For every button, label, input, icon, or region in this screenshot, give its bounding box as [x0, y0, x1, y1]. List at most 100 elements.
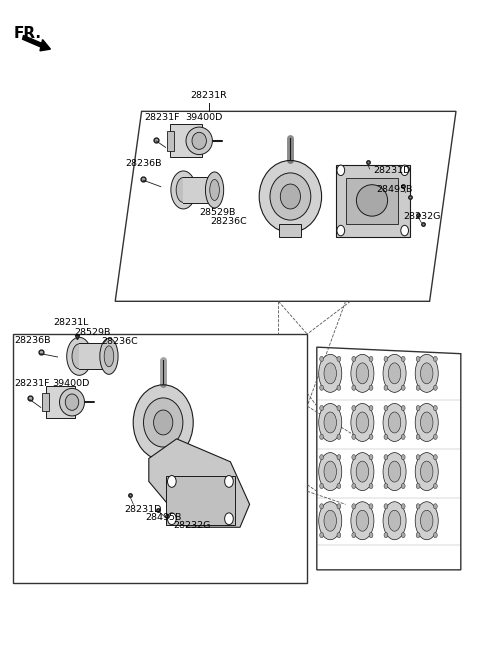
Circle shape — [337, 165, 345, 176]
Circle shape — [320, 483, 324, 489]
Circle shape — [401, 504, 405, 509]
Ellipse shape — [415, 403, 438, 441]
Circle shape — [352, 385, 356, 390]
Ellipse shape — [210, 179, 219, 200]
Ellipse shape — [65, 394, 79, 410]
Circle shape — [401, 483, 405, 489]
Circle shape — [352, 483, 356, 489]
Ellipse shape — [351, 354, 374, 392]
Ellipse shape — [351, 453, 374, 491]
Ellipse shape — [356, 510, 369, 531]
Circle shape — [401, 165, 408, 176]
Ellipse shape — [176, 178, 191, 202]
Circle shape — [369, 385, 373, 390]
Ellipse shape — [319, 453, 342, 491]
Circle shape — [320, 385, 324, 390]
Circle shape — [401, 405, 405, 411]
Circle shape — [433, 434, 437, 440]
Bar — [170, 124, 202, 157]
Ellipse shape — [356, 461, 369, 482]
Circle shape — [320, 405, 324, 411]
Ellipse shape — [259, 160, 322, 233]
Text: 28529B: 28529B — [74, 328, 111, 337]
Circle shape — [416, 405, 420, 411]
Ellipse shape — [60, 388, 84, 416]
Ellipse shape — [383, 403, 406, 441]
Circle shape — [352, 434, 356, 440]
Circle shape — [416, 356, 420, 362]
Text: 28232G: 28232G — [173, 521, 210, 531]
FancyArrow shape — [23, 35, 50, 51]
Ellipse shape — [356, 363, 369, 384]
Ellipse shape — [388, 412, 401, 433]
Circle shape — [369, 533, 373, 538]
Ellipse shape — [324, 412, 336, 433]
Ellipse shape — [351, 502, 374, 540]
Circle shape — [352, 455, 356, 460]
Bar — [79, 343, 109, 369]
Text: 28231D: 28231D — [373, 166, 411, 175]
Circle shape — [352, 405, 356, 411]
Circle shape — [369, 504, 373, 509]
Circle shape — [369, 356, 373, 362]
Circle shape — [369, 455, 373, 460]
Circle shape — [401, 455, 405, 460]
Circle shape — [384, 455, 388, 460]
Circle shape — [369, 483, 373, 489]
Circle shape — [320, 504, 324, 509]
Ellipse shape — [356, 185, 388, 216]
Circle shape — [352, 356, 356, 362]
Bar — [166, 476, 235, 525]
Ellipse shape — [388, 363, 401, 384]
Circle shape — [384, 405, 388, 411]
Circle shape — [337, 483, 341, 489]
Ellipse shape — [171, 171, 196, 209]
Ellipse shape — [415, 453, 438, 491]
Text: 28236B: 28236B — [126, 159, 162, 168]
Ellipse shape — [192, 132, 206, 149]
Ellipse shape — [280, 184, 300, 209]
Circle shape — [433, 405, 437, 411]
Circle shape — [384, 356, 388, 362]
Ellipse shape — [324, 461, 336, 482]
Ellipse shape — [324, 510, 336, 531]
Ellipse shape — [72, 344, 86, 369]
Circle shape — [320, 533, 324, 538]
Circle shape — [433, 504, 437, 509]
Ellipse shape — [186, 127, 212, 155]
Circle shape — [433, 483, 437, 489]
Ellipse shape — [388, 510, 401, 531]
Ellipse shape — [383, 354, 406, 392]
Circle shape — [168, 476, 176, 487]
Text: 28495B: 28495B — [376, 185, 413, 195]
Ellipse shape — [104, 346, 114, 367]
Circle shape — [337, 455, 341, 460]
Circle shape — [401, 225, 408, 236]
Circle shape — [401, 356, 405, 362]
Circle shape — [337, 356, 341, 362]
Text: 28231D: 28231D — [124, 505, 161, 514]
Ellipse shape — [319, 354, 342, 392]
Bar — [279, 224, 301, 237]
Circle shape — [416, 434, 420, 440]
Text: 39400D: 39400D — [52, 379, 89, 388]
Circle shape — [337, 504, 341, 509]
Circle shape — [416, 533, 420, 538]
Circle shape — [337, 405, 341, 411]
Ellipse shape — [420, 363, 433, 384]
Circle shape — [401, 533, 405, 538]
Ellipse shape — [415, 354, 438, 392]
Ellipse shape — [270, 173, 311, 220]
Circle shape — [320, 356, 324, 362]
Bar — [183, 177, 215, 203]
Ellipse shape — [356, 412, 369, 433]
Ellipse shape — [415, 502, 438, 540]
Circle shape — [168, 513, 176, 525]
Ellipse shape — [383, 453, 406, 491]
Circle shape — [352, 533, 356, 538]
Text: 28495B: 28495B — [145, 513, 181, 522]
Circle shape — [433, 455, 437, 460]
Ellipse shape — [319, 502, 342, 540]
Text: 28236B: 28236B — [14, 336, 51, 345]
Circle shape — [337, 434, 341, 440]
